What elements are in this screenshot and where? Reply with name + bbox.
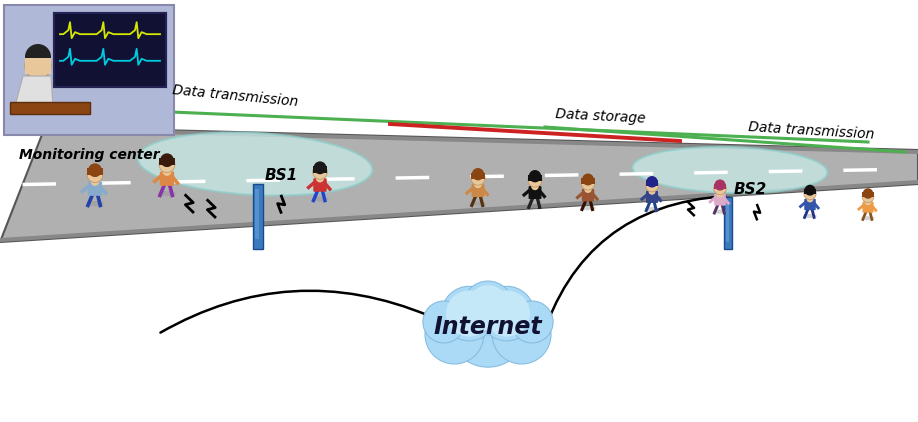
Circle shape [471, 171, 485, 185]
Polygon shape [45, 127, 918, 154]
Circle shape [159, 157, 175, 173]
Circle shape [448, 287, 528, 367]
Text: Data transmission: Data transmission [748, 120, 875, 142]
Ellipse shape [138, 133, 373, 195]
Circle shape [25, 44, 51, 70]
FancyBboxPatch shape [54, 13, 166, 87]
Circle shape [717, 191, 722, 197]
Circle shape [25, 53, 51, 79]
Text: BS1: BS1 [265, 168, 298, 183]
Text: Monitoring center: Monitoring center [18, 148, 160, 162]
Circle shape [492, 305, 551, 364]
Circle shape [317, 175, 323, 182]
Ellipse shape [158, 191, 176, 196]
Circle shape [866, 199, 870, 205]
Text: Data storage: Data storage [555, 107, 646, 126]
Circle shape [442, 286, 497, 341]
Circle shape [585, 186, 591, 192]
Circle shape [314, 162, 326, 173]
Ellipse shape [470, 201, 486, 206]
FancyBboxPatch shape [804, 199, 816, 210]
Circle shape [511, 301, 554, 343]
Circle shape [713, 182, 726, 195]
FancyBboxPatch shape [804, 189, 816, 194]
FancyBboxPatch shape [726, 202, 729, 242]
FancyBboxPatch shape [724, 197, 732, 249]
FancyBboxPatch shape [645, 180, 658, 186]
Polygon shape [0, 127, 918, 242]
Ellipse shape [580, 206, 596, 210]
Circle shape [463, 281, 513, 331]
FancyBboxPatch shape [471, 173, 485, 179]
Polygon shape [0, 180, 918, 242]
Circle shape [89, 164, 101, 176]
Ellipse shape [527, 203, 543, 208]
FancyBboxPatch shape [713, 184, 726, 189]
Circle shape [425, 305, 484, 364]
FancyBboxPatch shape [253, 184, 263, 249]
Circle shape [92, 178, 98, 185]
Circle shape [484, 290, 530, 337]
FancyBboxPatch shape [313, 166, 328, 173]
Circle shape [313, 165, 328, 179]
FancyBboxPatch shape [160, 171, 174, 186]
Circle shape [467, 285, 509, 327]
Circle shape [161, 154, 174, 166]
Polygon shape [15, 76, 53, 106]
Circle shape [475, 181, 481, 187]
Text: Data transmission: Data transmission [172, 83, 298, 109]
FancyBboxPatch shape [528, 175, 542, 181]
Circle shape [805, 185, 815, 195]
Ellipse shape [644, 207, 659, 211]
Circle shape [530, 171, 541, 181]
FancyBboxPatch shape [529, 186, 542, 199]
Circle shape [479, 286, 534, 341]
Circle shape [645, 179, 658, 192]
Ellipse shape [312, 197, 329, 201]
Ellipse shape [86, 201, 104, 206]
FancyBboxPatch shape [4, 5, 174, 135]
Circle shape [647, 177, 657, 187]
Circle shape [649, 188, 655, 194]
Circle shape [446, 290, 492, 337]
FancyBboxPatch shape [25, 58, 51, 74]
FancyBboxPatch shape [862, 192, 874, 197]
Circle shape [862, 191, 874, 203]
FancyBboxPatch shape [862, 202, 874, 213]
FancyBboxPatch shape [87, 168, 103, 176]
FancyBboxPatch shape [255, 189, 259, 239]
FancyBboxPatch shape [714, 194, 726, 206]
Text: Internet: Internet [433, 315, 543, 339]
FancyBboxPatch shape [159, 158, 175, 165]
Circle shape [87, 167, 103, 183]
Ellipse shape [713, 209, 727, 214]
Circle shape [715, 180, 725, 190]
Circle shape [532, 183, 538, 189]
Circle shape [473, 169, 484, 180]
Ellipse shape [633, 147, 827, 193]
Circle shape [583, 174, 593, 185]
FancyBboxPatch shape [313, 178, 327, 192]
Circle shape [804, 187, 816, 200]
Circle shape [581, 176, 595, 190]
Ellipse shape [861, 216, 875, 220]
Circle shape [864, 189, 872, 198]
FancyBboxPatch shape [10, 102, 90, 114]
FancyBboxPatch shape [581, 178, 595, 184]
FancyBboxPatch shape [582, 189, 594, 201]
FancyBboxPatch shape [646, 191, 658, 203]
Ellipse shape [803, 214, 817, 218]
Circle shape [528, 173, 542, 187]
Text: BS2: BS2 [734, 182, 767, 197]
FancyBboxPatch shape [472, 184, 485, 197]
Circle shape [423, 301, 465, 343]
FancyBboxPatch shape [88, 181, 102, 196]
Circle shape [163, 168, 171, 175]
Circle shape [807, 196, 812, 202]
